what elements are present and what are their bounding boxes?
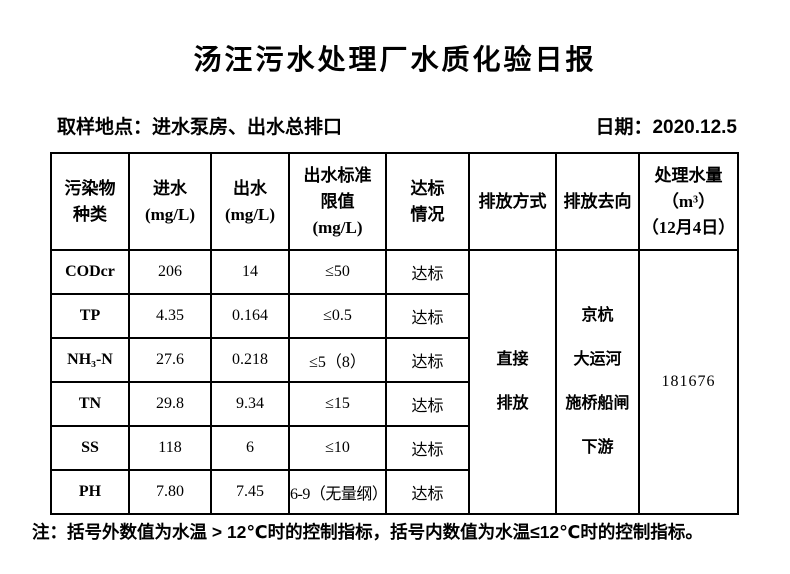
status-value-cell: 达标 [385, 469, 470, 515]
pollutant-name-cell: CODcr [50, 249, 130, 295]
header-inlet: 进水 (mg/L) [128, 152, 212, 251]
outlet-value-cell: 9.34 [210, 381, 290, 427]
limit-value-cell: ≤5（8） [288, 337, 387, 383]
limit-value-cell: ≤10 [288, 425, 387, 471]
table-row-tn: TN 29.8 9.34 ≤15 达标 [50, 381, 738, 427]
header-pollutant-type: 污染物 种类 [50, 152, 130, 251]
header-treated-volume: 处理水量 （m³） （12月4日） [638, 152, 739, 251]
discharge-method-cell: 直接 排放 [468, 249, 557, 515]
pollutant-name-cell: NH₃-N [50, 337, 130, 383]
pollutant-name-cell: TP [50, 293, 130, 339]
table-row-tp: TP 4.35 0.164 ≤0.5 达标 [50, 293, 738, 339]
outlet-value-cell: 7.45 [210, 469, 290, 515]
outlet-value-cell: 0.164 [210, 293, 290, 339]
status-value-cell: 达标 [385, 425, 470, 471]
outlet-value-cell: 0.218 [210, 337, 290, 383]
footnote: 注：括号外数值为水温 > 12℃时的控制指标，括号内数值为水温≤12℃时的控制指… [32, 522, 703, 542]
pollutant-name-cell: TN [50, 381, 130, 427]
table-row-codcr: CODcr 206 14 ≤50 达标 直接 排放 京杭 大运河 施桥船闸 下游… [50, 249, 739, 515]
outlet-value-cell: 6 [210, 425, 290, 471]
limit-value-cell: 6-9（无量纲） [288, 469, 388, 515]
pollutant-name-cell: PH [50, 469, 130, 515]
table-row-nh3n: NH₃-N 27.6 0.218 ≤5（8） 达标 [50, 337, 738, 383]
treated-volume-cell: 181676 [638, 249, 739, 515]
table-header-row: 污染物 种类 进水 (mg/L) 出水 (mg/L) 出水标准 限值 (mg/L… [50, 152, 739, 251]
page-title: 汤汪污水处理厂水质化验日报 [193, 44, 597, 75]
header-status: 达标 情况 [385, 152, 470, 251]
header-outlet: 出水 (mg/L) [210, 152, 290, 251]
limit-value-cell: ≤15 [288, 381, 387, 427]
limit-value-cell: ≤50 [288, 249, 387, 295]
header-discharge-destination: 排放去向 [555, 152, 640, 251]
table-row-ss: SS 118 6 ≤10 达标 [50, 425, 738, 471]
inlet-value-cell: 206 [128, 249, 212, 295]
status-value-cell: 达标 [385, 293, 470, 339]
inlet-value-cell: 7.80 [128, 469, 212, 515]
table-row-ph: PH 7.80 7.45 6-9（无量纲） 达标 [50, 469, 738, 515]
inlet-value-cell: 29.8 [128, 381, 212, 427]
status-value-cell: 达标 [385, 381, 470, 427]
outlet-value-cell: 14 [210, 249, 290, 295]
water-quality-table: 污染物 种类 进水 (mg/L) 出水 (mg/L) 出水标准 限值 (mg/L… [50, 152, 739, 515]
inlet-value-cell: 4.35 [128, 293, 212, 339]
discharge-destination-cell: 京杭 大运河 施桥船闸 下游 [555, 249, 640, 515]
header-discharge-method: 排放方式 [468, 152, 557, 251]
limit-value-cell: ≤0.5 [288, 293, 387, 339]
date-label: 日期：2020.12.5 [595, 117, 737, 138]
pollutant-name-cell: SS [50, 425, 130, 471]
inlet-value-cell: 118 [128, 425, 212, 471]
status-value-cell: 达标 [385, 337, 470, 383]
header-limit: 出水标准 限值 (mg/L) [288, 152, 387, 251]
status-value-cell: 达标 [385, 249, 470, 295]
inlet-value-cell: 27.6 [128, 337, 212, 383]
sampling-location-label: 取样地点：进水泵房、出水总排口 [57, 117, 343, 138]
